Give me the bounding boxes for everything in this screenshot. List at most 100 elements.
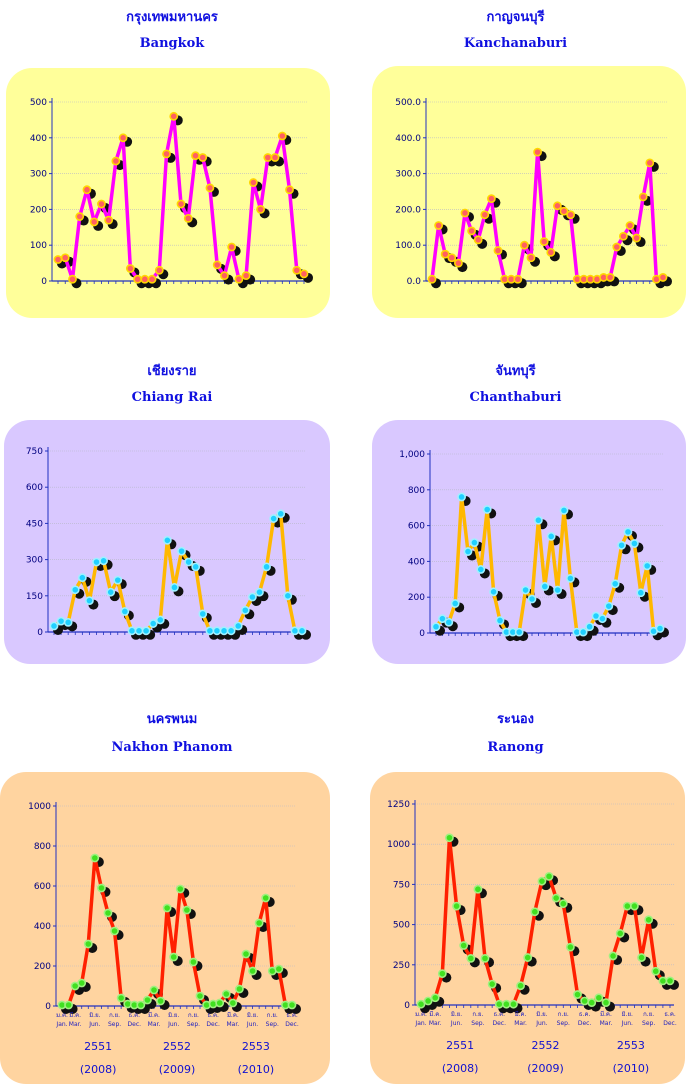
data-point <box>169 952 179 962</box>
data-point <box>274 964 284 974</box>
data-point <box>487 979 497 989</box>
data-point <box>104 215 114 225</box>
data-point <box>587 998 597 1007</box>
data-point <box>623 527 633 537</box>
month-label-th: มิ.ย. <box>622 1011 633 1018</box>
data-point <box>665 976 675 986</box>
month-label-th: ก.ย. <box>188 1012 199 1019</box>
data-point <box>526 253 536 263</box>
y-tick-label: 800 <box>34 842 51 852</box>
y-tick-label: 800 <box>408 486 425 496</box>
data-point <box>283 591 293 601</box>
chart-title-en: Chiang Rai <box>131 390 213 405</box>
data-point <box>292 265 302 275</box>
chart-title-th: ระนอง <box>496 712 534 727</box>
data-point <box>182 905 192 915</box>
data-point <box>134 626 144 636</box>
data-point <box>287 1000 297 1010</box>
data-point <box>495 616 505 625</box>
month-label-en: Mar. <box>227 1021 240 1028</box>
y-tick-label: 0 <box>41 277 47 287</box>
plot-background <box>370 772 685 1084</box>
month-label-th: ม.ค. <box>415 1011 427 1018</box>
y-tick-label: 300 <box>26 556 43 566</box>
month-label-en: Sep. <box>187 1021 200 1028</box>
data-point <box>559 206 569 216</box>
data-point <box>476 565 486 574</box>
year-label-en: (2009) <box>159 1063 196 1076</box>
month-label-en: Dec. <box>128 1021 142 1028</box>
data-point <box>617 540 626 550</box>
data-point <box>149 985 159 995</box>
series-line <box>57 114 305 281</box>
data-point <box>467 226 476 236</box>
month-label-th: ธ.ค. <box>207 1012 219 1019</box>
data-point <box>248 966 257 976</box>
data-point <box>594 993 604 1003</box>
y-tick-label: 0 <box>404 1001 410 1011</box>
line-chart-chiang-rai: 0 150 300 450 600 750 <box>26 447 311 640</box>
month-label-th: มิ.ย. <box>168 1012 179 1019</box>
data-point <box>604 601 614 611</box>
data-point <box>83 939 93 949</box>
data-point <box>155 615 165 625</box>
month-label-th: มี.ค. <box>515 1010 527 1018</box>
data-point <box>227 242 237 252</box>
chart-panel-nakhon-phanom: นครพนม Nakhon Phanom 0 200 400 600 800 1000 ม.… <box>0 700 344 1087</box>
data-point <box>447 253 457 263</box>
data-point <box>162 535 172 545</box>
month-label-th: ธ.ค. <box>664 1011 676 1018</box>
data-point <box>116 993 126 1003</box>
line-chart-chanthaburi: 0 200 400 600 800 1,000 <box>399 450 669 642</box>
data-point <box>655 624 665 633</box>
data-point <box>234 274 244 284</box>
data-point <box>546 531 556 541</box>
year-label-th: 2553 <box>617 1039 645 1052</box>
y-tick-label: 750 <box>393 880 410 890</box>
chart-title-en: Nakhon Phanom <box>111 740 233 755</box>
data-point <box>261 893 271 903</box>
data-point <box>277 131 287 141</box>
data-point <box>110 926 119 936</box>
data-point <box>53 255 63 264</box>
line-chart-ranong: 025050075010001250ม.ค.Jan.มี.ค.Mar.มิ.ย.… <box>387 800 679 1075</box>
data-point <box>240 605 250 615</box>
data-point <box>64 1000 73 1010</box>
data-point <box>125 264 135 273</box>
series-line <box>62 856 292 1007</box>
month-label-en: Jun. <box>621 1020 633 1027</box>
data-point <box>636 588 646 598</box>
data-point <box>480 953 490 963</box>
data-point <box>489 587 498 597</box>
line-chart-kanchanaburi: 0.0 100.0 200.0 300.0 400.0 500.0 <box>395 98 672 289</box>
data-point <box>233 621 243 631</box>
data-point <box>127 626 137 636</box>
data-point <box>637 953 646 962</box>
data-point <box>205 183 215 193</box>
data-point <box>262 562 271 572</box>
data-point <box>651 966 661 976</box>
month-label-th: ก.ย. <box>643 1011 654 1018</box>
data-point <box>256 204 265 214</box>
y-tick-label: 450 <box>26 519 43 529</box>
data-point <box>553 585 562 595</box>
month-label-en: Dec. <box>206 1021 220 1028</box>
data-point <box>610 579 620 589</box>
data-point <box>493 246 503 255</box>
year-label-th: 2551 <box>84 1040 112 1053</box>
data-point <box>416 999 426 1009</box>
data-point <box>540 582 550 591</box>
month-label-th: มี.ค. <box>429 1010 441 1018</box>
data-point <box>615 929 625 938</box>
data-point <box>90 853 100 863</box>
data-point <box>452 901 461 911</box>
chart-title-th: กรุงเทพมหานคร <box>126 10 218 25</box>
month-label-en: Jan. <box>55 1021 67 1028</box>
month-label-en: Mar. <box>600 1020 613 1027</box>
data-point <box>241 949 251 959</box>
data-point <box>113 575 123 585</box>
month-label-en: Sep. <box>108 1021 121 1028</box>
chart-title-th: เชียงราย <box>147 364 197 379</box>
y-tick-label: 0 <box>37 628 43 638</box>
y-tick-label: 1000 <box>387 840 410 850</box>
